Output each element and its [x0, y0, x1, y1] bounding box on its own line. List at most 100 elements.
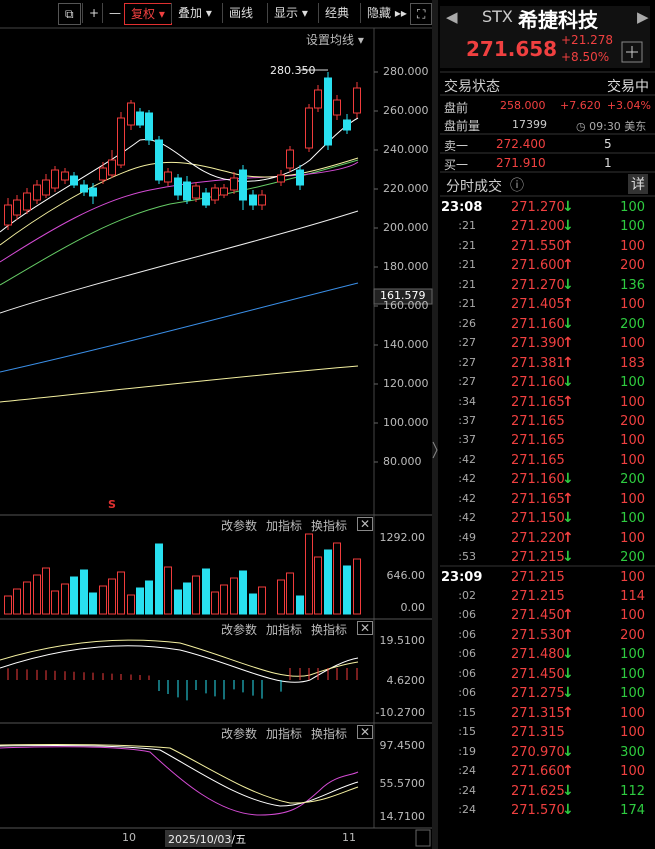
trade-arrow: ↑	[562, 529, 574, 546]
volume-bar	[4, 595, 12, 615]
action[interactable]: 加指标	[266, 519, 303, 533]
trade-price: 271.165	[511, 452, 565, 468]
toolbar-button[interactable]: 画线	[222, 3, 259, 23]
trade-time: :21	[458, 297, 476, 311]
volume-bar	[239, 570, 247, 615]
toolbar-button[interactable]: 经典	[318, 3, 355, 23]
trade-volume: 200	[620, 472, 645, 488]
trade-volume: 100	[620, 433, 645, 449]
volume-bar	[164, 566, 172, 615]
ma-line	[0, 210, 359, 314]
close-button[interactable]: ✕	[357, 517, 374, 531]
axis-label: 97.4500	[379, 739, 426, 752]
volume-bar	[23, 581, 31, 615]
close-button[interactable]: ✕	[357, 621, 374, 635]
volume-bar	[258, 586, 266, 615]
candle-body	[230, 177, 238, 191]
candle-body	[108, 159, 116, 176]
info-icon[interactable]: ⓘ	[510, 178, 524, 194]
trade-time: :27	[458, 355, 476, 369]
ma-line	[0, 282, 359, 373]
date-badge	[165, 830, 232, 847]
volume-bar	[136, 587, 144, 615]
trade-volume: 200	[620, 413, 645, 429]
trade-volume: 100	[620, 491, 645, 507]
trade-price: 271.381	[511, 355, 565, 371]
trade-price: 271.270	[511, 200, 565, 215]
action[interactable]: 改参数	[221, 727, 258, 741]
trade-price: 271.150	[511, 511, 565, 527]
change-pct: +8.50%	[561, 50, 610, 64]
candle-body	[343, 119, 351, 131]
action[interactable]: 换指标	[311, 727, 348, 741]
trade-arrow: ↓	[562, 801, 574, 818]
trade-time: :24	[458, 764, 476, 778]
kdj-line	[0, 744, 359, 807]
trade-price: 271.405	[511, 297, 565, 313]
action[interactable]: 改参数	[221, 623, 258, 637]
divider[interactable]	[432, 0, 438, 849]
volume-bar	[51, 590, 59, 615]
trade-price: 271.215	[511, 550, 565, 566]
toolbar-button[interactable]: 显示 ▾	[267, 3, 314, 23]
candle-body	[305, 107, 313, 149]
time-label: 10	[122, 831, 136, 844]
ask-label: 卖一	[444, 139, 469, 153]
collapse-arrow[interactable]	[432, 441, 438, 459]
trade-arrow: ↓	[562, 685, 574, 702]
action[interactable]: 换指标	[311, 519, 348, 533]
detail-button[interactable]: 详	[628, 174, 648, 194]
action[interactable]: 加指标	[266, 623, 303, 637]
close-button[interactable]: ✕	[357, 725, 374, 739]
signal-marker: S	[108, 498, 116, 511]
trade-price: 271.315	[511, 725, 565, 741]
candle-body	[324, 77, 332, 146]
toolbar-button[interactable]: 隐藏 ▸▸	[360, 3, 413, 23]
trade-time: :53	[458, 550, 476, 564]
trade-price: 271.450	[511, 666, 565, 682]
add-button[interactable]	[621, 41, 643, 63]
volume-bar	[42, 567, 50, 615]
trade-time: :21	[458, 238, 476, 252]
ma-settings[interactable]: 设置均线 ▾	[306, 33, 364, 47]
stock-name: 希捷科技	[518, 8, 598, 32]
candle-body	[183, 181, 191, 201]
trade-arrow: ↑	[562, 354, 574, 371]
trade-time: :21	[458, 277, 476, 291]
axis-label: 120.000	[383, 377, 429, 390]
trade-volume: 200	[620, 627, 645, 643]
volume-bar	[230, 577, 238, 615]
toolbar-button[interactable]: 复权 ▾	[124, 3, 172, 25]
action[interactable]: 加指标	[266, 727, 303, 741]
trade-arrow: ↑	[562, 763, 574, 780]
trade-time: :15	[458, 725, 476, 739]
axis-label: 260.000	[383, 104, 429, 117]
candle-body	[353, 87, 361, 114]
trade-volume: 183	[620, 355, 645, 371]
toolbar-icon[interactable]: ⛶	[410, 3, 433, 25]
label: 显示	[274, 6, 299, 20]
trade-price: 271.530	[511, 627, 565, 643]
change: +21.278	[561, 33, 614, 47]
back-arrow[interactable]: ◀	[446, 8, 458, 26]
time-label: 11	[342, 831, 356, 844]
trade-volume: 100	[620, 375, 645, 391]
axis-label: 0.00	[400, 601, 426, 614]
trade-arrow: ↑	[562, 704, 574, 721]
toolbar-button[interactable]: —	[102, 3, 127, 23]
toolbar-button[interactable]: +	[82, 3, 105, 23]
trade-time: :42	[458, 452, 476, 466]
action[interactable]: 换指标	[311, 623, 348, 637]
trade-volume: 100	[620, 452, 645, 468]
action[interactable]: 改参数	[221, 519, 258, 533]
trade-price: 271.200	[511, 219, 565, 235]
trade-volume: 200	[620, 550, 645, 566]
scroll-button[interactable]	[415, 829, 431, 847]
toolbar-icon[interactable]: ⧉	[58, 3, 81, 25]
high-annotation: 280.350	[270, 64, 316, 77]
toolbar-button[interactable]: 叠加 ▾	[171, 3, 218, 23]
next-arrow[interactable]: ▶	[637, 8, 649, 26]
trade-arrow: ↑	[562, 490, 574, 507]
trade-time: :37	[458, 433, 476, 447]
